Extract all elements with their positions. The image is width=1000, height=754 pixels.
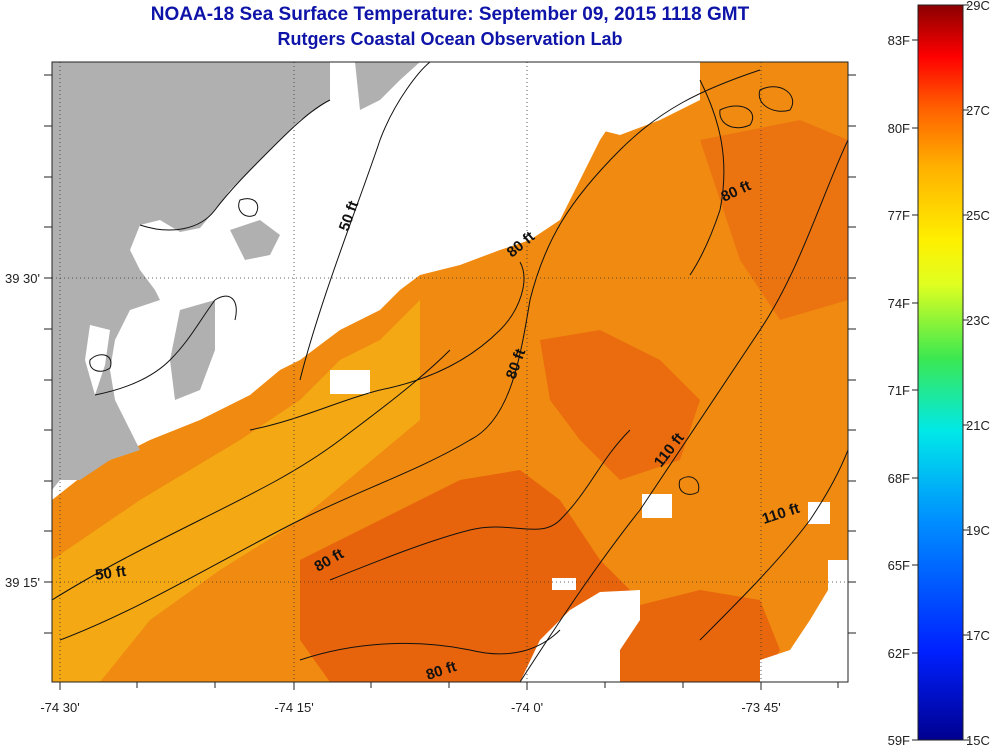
colorbar-f-label: 65F bbox=[888, 558, 910, 573]
contour-line-80ft bbox=[249, 261, 525, 431]
sst-cool-band bbox=[52, 300, 420, 682]
coastline bbox=[238, 198, 259, 217]
graticule bbox=[52, 62, 848, 682]
map-title: NOAA-18 Sea Surface Temperature: Septemb… bbox=[150, 4, 750, 25]
no-data-region bbox=[520, 590, 640, 682]
colorbar-f-label: 83F bbox=[888, 33, 910, 48]
colorbar-c-label: 21C bbox=[966, 418, 990, 433]
coastline bbox=[94, 295, 237, 396]
lon-tick-label: -73 45' bbox=[741, 700, 780, 715]
lon-tick-label: -74 30' bbox=[40, 700, 79, 715]
land-mass bbox=[230, 220, 280, 260]
colorbar-f-label: 68F bbox=[888, 471, 910, 486]
sst-warm-zone bbox=[700, 120, 848, 320]
coastline bbox=[139, 99, 331, 231]
contour-line-80ft bbox=[299, 629, 561, 661]
contour-line-50ft bbox=[299, 62, 431, 381]
no-data-region bbox=[808, 502, 830, 524]
contour-line-closed bbox=[719, 105, 753, 129]
colorbar-f-label: 77F bbox=[888, 208, 910, 223]
coastline bbox=[89, 354, 112, 372]
colorbar-f-label: 80F bbox=[888, 121, 910, 136]
contour-line-110ft bbox=[699, 449, 848, 641]
contour-label: 50 ft bbox=[94, 563, 127, 584]
land-mass bbox=[52, 62, 330, 490]
no-data-region bbox=[85, 325, 110, 395]
map-subtitle: Rutgers Coastal Ocean Observation Lab bbox=[277, 29, 623, 49]
lon-tick-label: -74 0' bbox=[511, 700, 543, 715]
colorbar-c-label: 23C bbox=[966, 313, 990, 328]
lat-tick-label: 39 15' bbox=[5, 575, 40, 590]
colorbar-ticks bbox=[912, 4, 969, 741]
contour-line-50ft bbox=[52, 349, 451, 601]
no-data-region bbox=[552, 578, 576, 590]
colorbar-f-label: 71F bbox=[888, 383, 910, 398]
no-data-region bbox=[760, 560, 848, 682]
land-mass bbox=[170, 300, 215, 400]
lon-tick-label: -74 15' bbox=[274, 700, 313, 715]
colorbar-c-label: 15C bbox=[966, 733, 990, 748]
no-data-region bbox=[330, 370, 370, 394]
contour-line-110ft bbox=[689, 79, 725, 276]
colorbar-c-label: 29C bbox=[966, 0, 990, 13]
map-frame bbox=[51, 61, 849, 683]
land-mass bbox=[355, 62, 420, 110]
sst-warm-zone bbox=[620, 590, 780, 682]
bathymetry-contours bbox=[52, 62, 848, 682]
colorbar-c-label: 27C bbox=[966, 103, 990, 118]
contour-line-80ft bbox=[329, 429, 631, 581]
tick-marks bbox=[44, 74, 856, 690]
colorbar-c-label: 19C bbox=[966, 523, 990, 538]
contour-line-closed bbox=[758, 86, 794, 112]
colorbar-c-label: 25C bbox=[966, 208, 990, 223]
colorbar-f-label: 59F bbox=[888, 733, 910, 748]
colorbar-f-label: 74F bbox=[888, 296, 910, 311]
lat-tick-label: 39 30' bbox=[5, 271, 40, 286]
contour-line-80ft bbox=[59, 69, 761, 641]
contour-line-110ft bbox=[519, 139, 848, 682]
colorbar-f-label: 62F bbox=[888, 646, 910, 661]
colorbar bbox=[917, 4, 964, 741]
no-data-region bbox=[600, 62, 700, 135]
sst-warm-zone bbox=[540, 330, 700, 480]
colorbar-c-label: 17C bbox=[966, 628, 990, 643]
contour-line-closed bbox=[678, 476, 700, 495]
no-data-region bbox=[642, 494, 672, 518]
